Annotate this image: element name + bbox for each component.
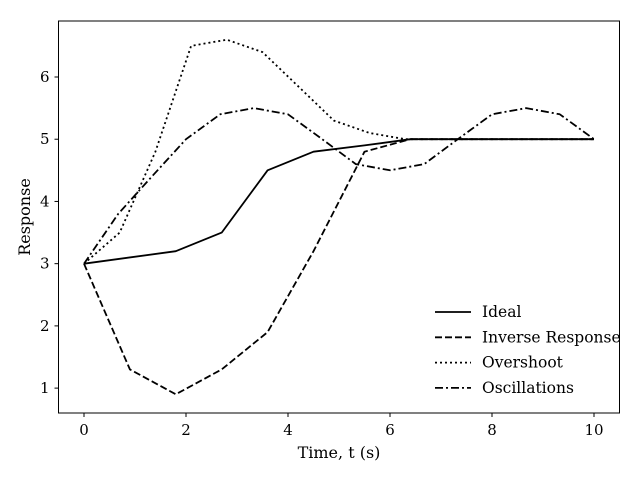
legend: Ideal Inverse Response Overshoot Oscillatio… [435, 303, 621, 397]
y-tick-label: 1 [40, 379, 50, 397]
x-tick-label: 4 [283, 421, 293, 439]
series-line-inverse-response [83, 138, 594, 396]
series-line-oscillations [83, 107, 595, 265]
x-tick-label: 2 [181, 421, 191, 439]
x-tick-label: 10 [584, 421, 603, 439]
y-tick-label: 6 [40, 68, 50, 86]
y-axis-label: Response [15, 178, 34, 256]
legend-label: Inverse Response [482, 328, 621, 346]
series-lines [83, 38, 595, 396]
legend-label: Overshoot [482, 354, 564, 372]
y-tick-label: 5 [40, 130, 50, 148]
x-tick-label: 8 [487, 421, 497, 439]
plot-area [58, 20, 620, 414]
y-tick-label: 4 [40, 192, 50, 210]
x-tick-label: 6 [385, 421, 395, 439]
legend-label: Ideal [482, 303, 521, 321]
series-line-overshoot [83, 38, 594, 265]
x-tick-label: 0 [79, 421, 89, 439]
legend-label: Oscillations [482, 379, 574, 397]
y-tick-label: 3 [40, 255, 50, 273]
x-axis-label: Time, t (s) [298, 443, 381, 462]
y-tick-label: 2 [40, 317, 50, 335]
